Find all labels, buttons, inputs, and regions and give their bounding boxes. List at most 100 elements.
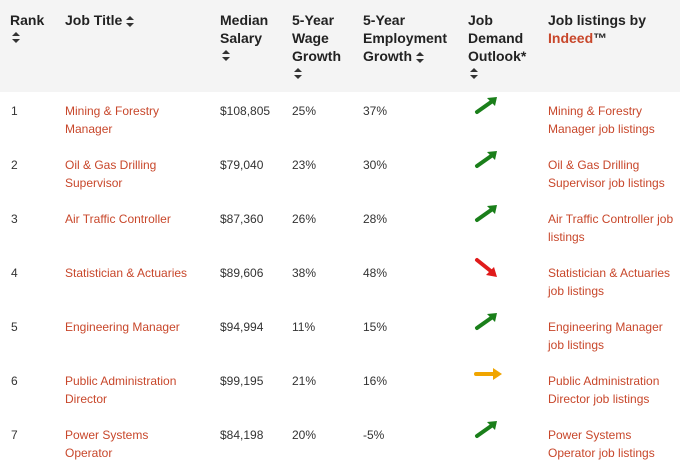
rank-cell: 5 xyxy=(11,320,18,334)
job-title-link[interactable]: Oil & Gas Drilling Supervisor xyxy=(65,158,156,190)
header-demand-outlook[interactable]: Job Demand Outlook* xyxy=(468,0,548,92)
wage-growth-cell: 20% xyxy=(292,428,317,442)
job-title-cell: Oil & Gas Drilling Supervisor xyxy=(65,146,220,200)
job-listings-text: Air Traffic Controller job xyxy=(548,212,674,226)
job-title-cell: Engineering Manager xyxy=(65,308,220,362)
wage-growth-cell: 25% xyxy=(292,104,317,118)
header-job-listings-label: Job listings by xyxy=(548,12,647,28)
job-listings-link[interactable]: Oil & Gas Drilling Supervisor job listin… xyxy=(548,158,665,190)
employment-growth-cell: -5% xyxy=(363,428,385,442)
rank-cell: 2 xyxy=(11,158,18,172)
job-listings-text: Power Systems xyxy=(548,428,632,442)
rank-cell: 4 xyxy=(11,266,18,280)
sort-icon[interactable] xyxy=(126,15,135,27)
job-listings-cell: Power Systems Operator job listings xyxy=(548,416,680,470)
header-median-salary[interactable]: Median Salary xyxy=(220,0,292,92)
salary-cell: $79,040 xyxy=(220,158,264,172)
job-title-text: Public Administration xyxy=(65,374,177,388)
employment-growth-cell: 48% xyxy=(363,266,388,280)
table-row: 6 Public Administration Director $99,195… xyxy=(0,362,680,416)
sort-icon[interactable] xyxy=(416,51,424,63)
job-listings-cell: Mining & Forestry Manager job listings xyxy=(548,92,680,146)
employment-growth-cell: 16% xyxy=(363,374,388,388)
job-listings-text: Oil & Gas Drilling xyxy=(548,158,640,172)
job-title-text: Engineering Manager xyxy=(65,320,180,334)
rank-cell: 1 xyxy=(11,104,18,118)
job-title-text: Manager xyxy=(65,122,113,136)
job-title-link[interactable]: Mining & Forestry Manager xyxy=(65,104,159,136)
job-title-link[interactable]: Engineering Manager xyxy=(65,320,180,334)
job-title-link[interactable]: Statistician & Actuaries xyxy=(65,266,187,280)
arrow-up-right-icon xyxy=(474,97,500,118)
job-listings-text: Manager job listings xyxy=(548,122,655,136)
job-listings-text: Mining & Forestry xyxy=(548,104,643,118)
header-wage-growth-label: Growth xyxy=(292,48,341,64)
rank-cell: 3 xyxy=(11,212,18,226)
header-employment-growth[interactable]: 5-Year Employment Growth xyxy=(363,0,468,92)
job-title-cell: Public Administration Director xyxy=(65,362,220,416)
header-job-title-label: Job Title xyxy=(65,12,123,28)
job-listings-text: job listings xyxy=(548,284,605,298)
table-row: 1 Mining & Forestry Manager $108,805 25%… xyxy=(0,92,680,146)
job-title-cell: Mining & Forestry Manager xyxy=(65,92,220,146)
job-listings-text: Operator job listings xyxy=(548,446,655,460)
job-listings-cell: Air Traffic Controller job listings xyxy=(548,200,680,254)
job-title-text: Statistician & Actuaries xyxy=(65,266,188,280)
header-wage-growth[interactable]: 5-Year Wage Growth xyxy=(292,0,363,92)
table-row: 7 Power Systems Operator $84,198 20% -5%… xyxy=(0,416,680,470)
job-title-link[interactable]: Air Traffic Controller xyxy=(65,212,171,226)
header-row: Rank Job Title Median Salary 5-Year Wage… xyxy=(0,0,680,92)
wage-growth-cell: 26% xyxy=(292,212,317,226)
job-listings-link[interactable]: Mining & Forestry Manager job listings xyxy=(548,104,655,136)
arrow-up-right-icon xyxy=(474,421,500,442)
job-title-text: Director xyxy=(65,392,108,406)
table-body: 1 Mining & Forestry Manager $108,805 25%… xyxy=(0,92,680,470)
trademark-symbol: ™ xyxy=(593,30,608,46)
header-rank[interactable]: Rank xyxy=(0,0,65,92)
job-title-link[interactable]: Power Systems Operator xyxy=(65,428,148,460)
job-listings-text: Engineering Manager xyxy=(548,320,663,334)
outlook-cell xyxy=(468,92,548,146)
job-title-cell: Air Traffic Controller xyxy=(65,200,220,254)
salary-cell: $99,195 xyxy=(220,374,264,388)
header-rank-label: Rank xyxy=(10,12,45,28)
sort-icon[interactable] xyxy=(222,50,230,61)
job-listings-link[interactable]: Public Administration Director job listi… xyxy=(548,374,659,406)
table-row: 2 Oil & Gas Drilling Supervisor $79,040 … xyxy=(0,146,680,200)
employment-growth-cell: 30% xyxy=(363,158,388,172)
salary-cell: $94,994 xyxy=(220,320,264,334)
job-listings-link[interactable]: Engineering Manager job listings xyxy=(548,320,663,352)
header-employment-growth-label: 5-Year xyxy=(363,12,406,28)
outlook-cell xyxy=(468,362,548,416)
job-listings-link[interactable]: Power Systems Operator job listings xyxy=(548,428,655,460)
job-title-cell: Power Systems Operator xyxy=(65,416,220,470)
arrow-down-right-icon xyxy=(474,258,500,282)
rank-cell: 7 xyxy=(11,428,18,442)
header-employment-growth-label: Growth xyxy=(363,48,412,64)
job-listings-cell: Engineering Manager job listings xyxy=(548,308,680,362)
job-listings-text: Public Administration xyxy=(548,374,660,388)
job-listings-link[interactable]: Statistician & Actuaries job listings xyxy=(548,266,670,298)
header-job-title[interactable]: Job Title xyxy=(65,0,220,92)
job-title-text: Air Traffic Controller xyxy=(65,212,171,226)
job-listings-cell: Statistician & Actuaries job listings xyxy=(548,254,680,308)
sort-icon[interactable] xyxy=(294,68,302,79)
header-demand-outlook-label: Job xyxy=(468,12,493,28)
outlook-cell xyxy=(468,416,548,470)
job-listings-text: Statistician & Actuaries xyxy=(548,266,671,280)
job-title-link[interactable]: Public Administration Director xyxy=(65,374,176,406)
outlook-cell xyxy=(468,308,548,362)
arrow-up-right-icon xyxy=(474,151,500,172)
outlook-cell xyxy=(468,146,548,200)
job-listings-link[interactable]: Air Traffic Controller job listings xyxy=(548,212,673,244)
sort-icon[interactable] xyxy=(12,32,20,43)
sort-icon[interactable] xyxy=(470,68,478,79)
arrow-up-right-icon xyxy=(474,205,500,226)
wage-growth-cell: 23% xyxy=(292,158,317,172)
job-title-text: Power Systems xyxy=(65,428,149,442)
indeed-logo-text[interactable]: Indeed xyxy=(548,30,594,46)
job-listings-text: Supervisor job listings xyxy=(548,176,665,190)
wage-growth-cell: 38% xyxy=(292,266,317,280)
wage-growth-cell: 21% xyxy=(292,374,317,388)
